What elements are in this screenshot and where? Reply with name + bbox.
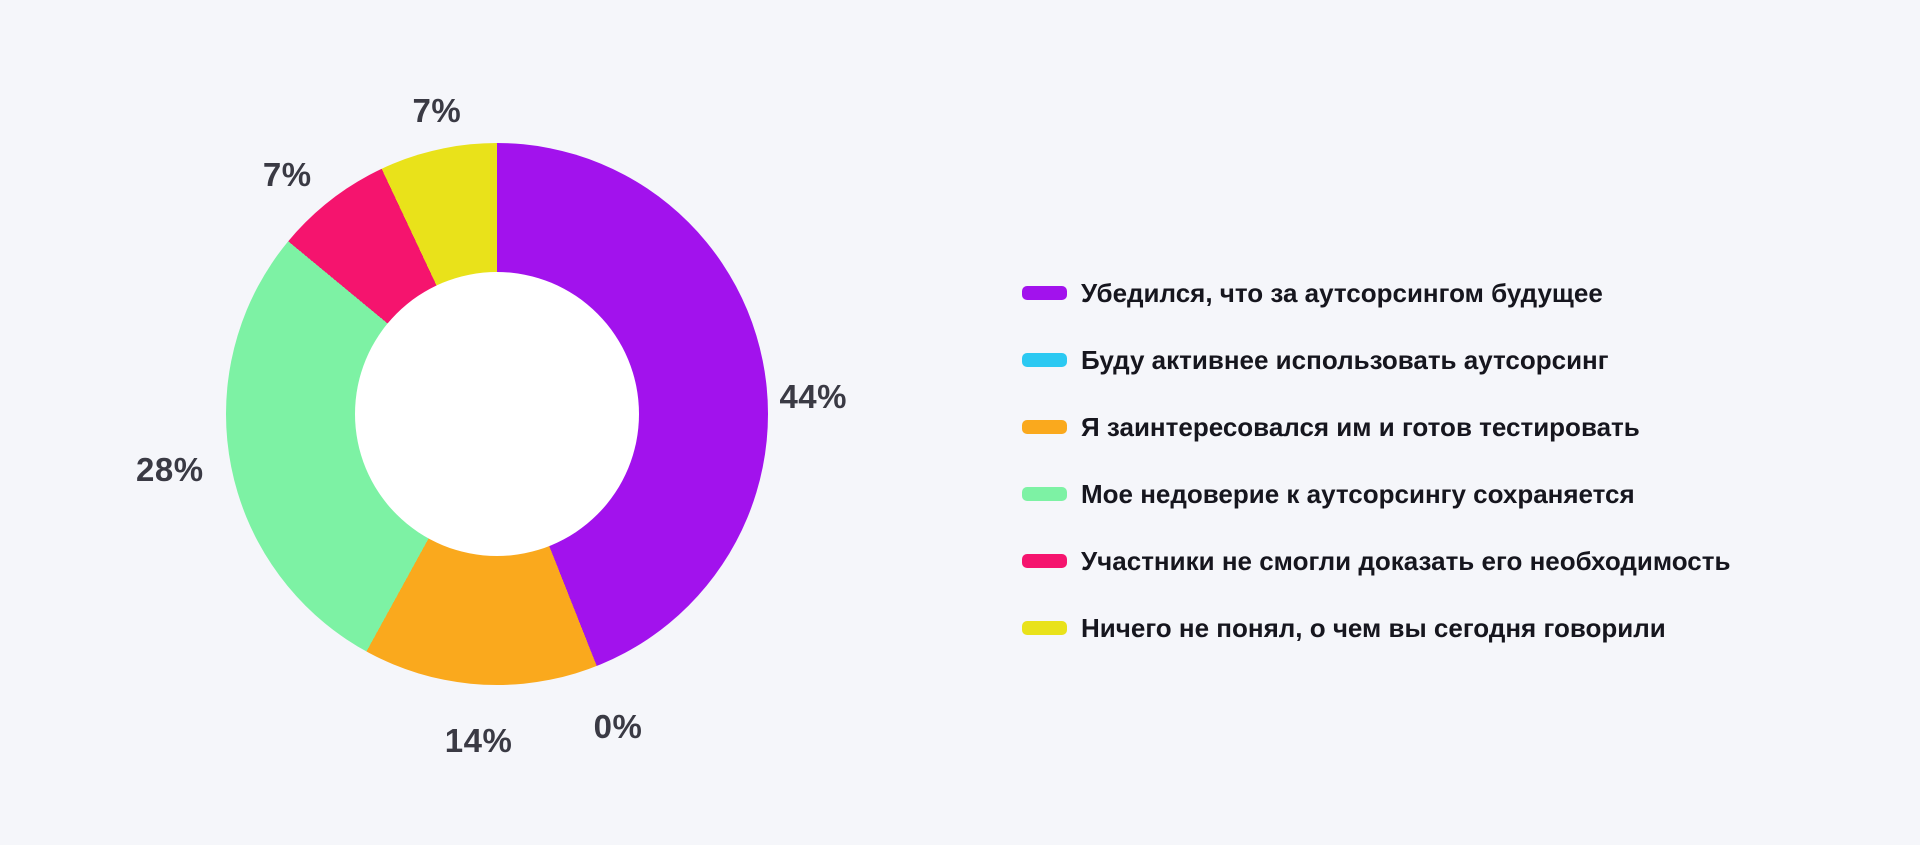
legend-swatch (1022, 621, 1067, 635)
legend-label: Ничего не понял, о чем вы сегодня говори… (1081, 613, 1666, 643)
legend-item: Ничего не понял, о чем вы сегодня говори… (1022, 611, 1730, 645)
legend-label: Участники не смогли доказать его необход… (1081, 546, 1731, 576)
donut-chart: 44% 0% 14% 28% 7% 7% (135, 91, 847, 760)
donut-hole (355, 272, 639, 556)
slice-value-label: 7% (262, 156, 312, 194)
slice-value-label: 44% (779, 377, 847, 415)
legend-label: Убедился, что за аутсорсингом будущее (1081, 278, 1603, 308)
legend-item: Я заинтересовался им и готов тестировать (1022, 410, 1730, 444)
legend-item: Буду активнее использовать аутсорсинг (1022, 343, 1730, 377)
legend-item: Мое недоверие к аутсорсингу сохраняется (1022, 477, 1730, 511)
legend-swatch (1022, 353, 1067, 367)
legend-swatch (1022, 487, 1067, 501)
slice-value-label: 7% (412, 91, 462, 129)
legend-swatch (1022, 420, 1067, 434)
legend-swatch (1022, 554, 1067, 568)
legend-swatch (1022, 286, 1067, 300)
slice-value-label: 14% (444, 722, 513, 760)
legend-label: Мое недоверие к аутсорсингу сохраняется (1081, 479, 1635, 509)
legend-item: Участники не смогли доказать его необход… (1022, 544, 1730, 578)
legend-item: Убедился, что за аутсорсингом будущее (1022, 276, 1730, 310)
slice-value-label: 28% (135, 451, 204, 489)
legend-label: Буду активнее использовать аутсорсинг (1081, 345, 1609, 375)
legend-label: Я заинтересовался им и готов тестировать (1081, 412, 1640, 442)
slice-value-label: 0% (593, 708, 643, 746)
chart-legend: Убедился, что за аутсорсингом будущее Буд… (1022, 276, 1730, 645)
